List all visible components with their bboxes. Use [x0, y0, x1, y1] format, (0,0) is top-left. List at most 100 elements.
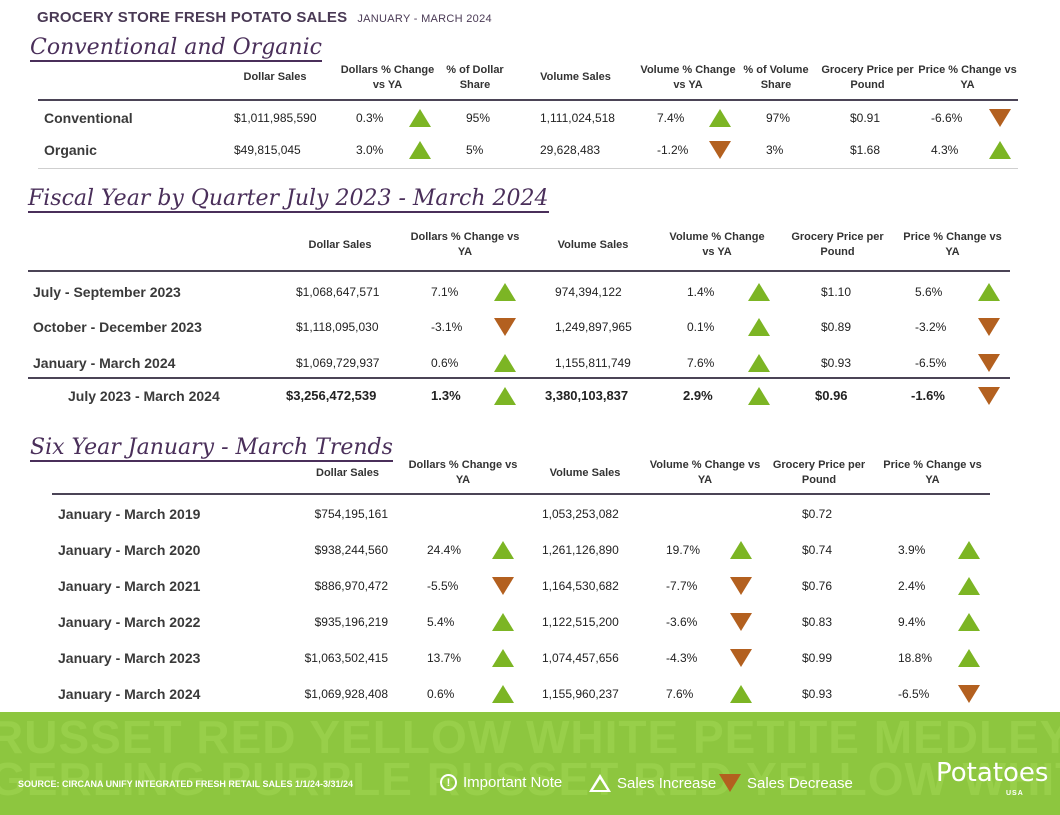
- price-change-up-icon: [958, 649, 980, 667]
- total-volume-sales: 3,380,103,837: [545, 388, 629, 403]
- row-label: January - March 2022: [58, 614, 201, 630]
- fiscal_year-header-3: Volume % Change vs YA: [669, 231, 765, 258]
- volume-change: -7.7%: [666, 579, 698, 593]
- price-change: 3.9%: [898, 543, 926, 557]
- dollars-change-up-icon: [492, 649, 514, 667]
- six_year-header-2: Volume Sales: [549, 467, 621, 479]
- volume-change: -1.2%: [657, 143, 689, 157]
- dollars-change-up-icon: [492, 541, 514, 559]
- volume-change: 0.1%: [687, 320, 715, 334]
- dollars-change-down-icon: [494, 318, 516, 336]
- conventional_organic-header-5: % of Volume Share: [743, 64, 809, 91]
- price: $0.74: [802, 543, 833, 557]
- dollar-sales: $1,118,095,030: [296, 320, 379, 334]
- price-change-down-icon: [958, 685, 980, 703]
- row-label: Organic: [44, 142, 97, 158]
- legend-important-note: ! Important Note: [440, 774, 562, 791]
- row-label: July - September 2023: [33, 284, 181, 300]
- volume-change-up-icon: [730, 541, 752, 559]
- row-label: January - March 2024: [58, 686, 201, 702]
- volume-change: 19.7%: [666, 543, 701, 557]
- price: $1.10: [821, 285, 852, 299]
- dollars-change-down-icon: [492, 577, 514, 595]
- price: $0.72: [802, 507, 833, 521]
- dollar-sales: $49,815,045: [234, 143, 301, 157]
- volume-change: 1.4%: [687, 285, 715, 299]
- price-change-up-icon: [958, 613, 980, 631]
- section-title-conventional-organic: Conventional and Organic: [30, 35, 322, 62]
- dollar-sales: $1,068,647,571: [296, 285, 380, 299]
- price: $0.93: [802, 687, 833, 701]
- dollar-share: 95%: [466, 111, 491, 125]
- row-label: October - December 2023: [33, 319, 202, 335]
- row-label: January - March 2020: [58, 542, 201, 558]
- price: $0.93: [821, 356, 852, 370]
- dollars-change-up-icon: [492, 613, 514, 631]
- page-period: JANUARY - MARCH 2024: [357, 13, 492, 25]
- volume-sales: 29,628,483: [540, 143, 601, 157]
- total-row-label: July 2023 - March 2024: [68, 388, 220, 404]
- total-price-change-down-icon: [978, 387, 1000, 405]
- price-change: 2.4%: [898, 579, 926, 593]
- price-change-up-icon: [958, 577, 980, 595]
- dollar-share: 5%: [466, 143, 484, 157]
- dollar-sales: $754,195,161: [314, 507, 388, 521]
- volume-sales: 974,394,122: [555, 285, 622, 299]
- price-change: -3.2%: [915, 320, 947, 334]
- footer-banner: RUSSET RED YELLOW WHITE PETITE MEDLEY FI…: [0, 712, 1060, 815]
- price: $1.68: [850, 143, 881, 157]
- section-title-six-year: Six Year January - March Trends: [30, 435, 393, 462]
- triangle-up-icon: [589, 774, 611, 792]
- dollars-change: 0.6%: [427, 687, 455, 701]
- conventional_organic-header-4: Volume % Change vs YA: [640, 64, 736, 91]
- total-rule: [28, 377, 1010, 379]
- price-change-down-icon: [978, 354, 1000, 372]
- dollars-change: 7.1%: [431, 285, 459, 299]
- price: $0.89: [821, 320, 852, 334]
- total-price: $0.96: [815, 388, 848, 403]
- conventional_organic-header-2: % of Dollar Share: [446, 64, 504, 91]
- row-label: January - March 2021: [58, 578, 201, 594]
- volume-change: -3.6%: [666, 615, 698, 629]
- footer-background-text: RUSSET RED YELLOW WHITE PETITE MEDLEY FI…: [0, 712, 1060, 763]
- dollars-change-up-icon: [409, 109, 431, 127]
- dollars-change: -5.5%: [427, 579, 459, 593]
- table-rule: [38, 99, 1018, 101]
- total-dollars-change-up-icon: [494, 387, 516, 405]
- volume-sales: 1,074,457,656: [542, 651, 619, 665]
- dollar-sales: $935,196,219: [314, 615, 388, 629]
- conventional_organic-header-3: Volume Sales: [540, 71, 611, 83]
- volume-change-up-icon: [748, 318, 770, 336]
- six_year-header-1: Dollars % Change vs YA: [408, 459, 518, 486]
- volume-change-up-icon: [748, 354, 770, 372]
- price-change-down-icon: [989, 109, 1011, 127]
- brand-logo-sub: USA: [1006, 790, 1024, 797]
- volume-sales: 1,111,024,518: [540, 111, 615, 125]
- volume-change-down-icon: [730, 613, 752, 631]
- dollars-change: 24.4%: [427, 543, 462, 557]
- brand-logo: Potatoes: [936, 758, 1049, 788]
- volume-sales: 1,155,960,237: [542, 687, 619, 701]
- volume-change-down-icon: [730, 577, 752, 595]
- volume-change: 7.6%: [666, 687, 694, 701]
- volume-sales: 1,249,897,965: [555, 320, 632, 334]
- price-change: 4.3%: [931, 143, 959, 157]
- fiscal_year-header-2: Volume Sales: [557, 239, 629, 251]
- volume-sales: 1,155,811,749: [555, 356, 631, 370]
- dollars-change: -3.1%: [431, 320, 463, 334]
- fiscal_year-header-5: Price % Change vs YA: [903, 231, 1002, 258]
- legend-sales-decrease: Sales Decrease: [719, 774, 853, 792]
- legend-sales-increase: Sales Increase: [589, 774, 716, 792]
- price-change: 9.4%: [898, 615, 926, 629]
- price-change-down-icon: [978, 318, 1000, 336]
- volume-sales: 1,122,515,200: [542, 615, 619, 629]
- table-rule: [28, 270, 1010, 272]
- price: $0.76: [802, 579, 833, 593]
- row-label: Conventional: [44, 110, 133, 126]
- dollar-sales: $1,011,985,590: [234, 111, 317, 125]
- dollars-change: 3.0%: [356, 143, 384, 157]
- total-dollars-change: 1.3%: [431, 388, 461, 403]
- volume-sales: 1,261,126,890: [542, 543, 619, 557]
- volume-change-up-icon: [730, 685, 752, 703]
- six_year-header-3: Volume % Change vs YA: [649, 459, 761, 486]
